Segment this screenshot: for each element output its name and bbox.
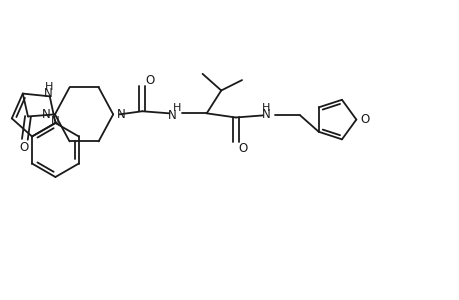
Text: N: N bbox=[117, 108, 126, 121]
Text: O: O bbox=[238, 142, 247, 155]
Text: N: N bbox=[168, 109, 176, 122]
Text: O: O bbox=[145, 74, 154, 87]
Text: N: N bbox=[261, 108, 270, 121]
Text: N: N bbox=[42, 108, 51, 121]
Text: H: H bbox=[172, 103, 180, 113]
Text: N: N bbox=[44, 87, 53, 100]
Text: O: O bbox=[19, 141, 28, 154]
Text: N: N bbox=[50, 115, 59, 128]
Text: H: H bbox=[261, 103, 269, 113]
Text: O: O bbox=[359, 113, 369, 126]
Text: H: H bbox=[45, 82, 53, 92]
